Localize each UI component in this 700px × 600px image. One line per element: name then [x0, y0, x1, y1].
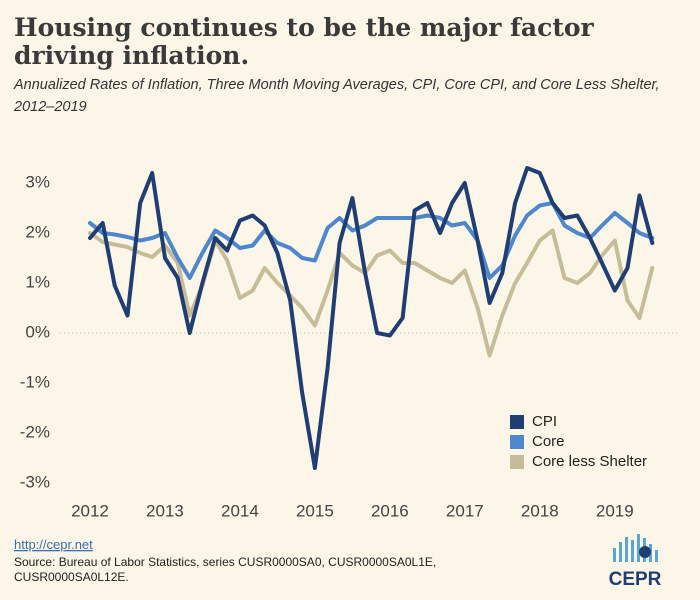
x-tick-label: 2017: [446, 501, 484, 520]
x-tick-label: 2015: [296, 501, 334, 520]
chart-subtitle: Annualized Rates of Inflation, Three Mon…: [13, 77, 664, 115]
y-tick-label: 0%: [25, 322, 50, 341]
y-tick-label: 1%: [25, 272, 50, 291]
legend-label: Core: [532, 433, 565, 450]
y-tick-label: -3%: [20, 472, 50, 491]
x-tick-label: 2014: [221, 501, 259, 520]
series-line: [88, 201, 655, 280]
logo-text: CEPR: [609, 569, 662, 590]
source-link[interactable]: http://cepr.net: [14, 537, 93, 552]
legend-label: Core less Shelter: [532, 453, 647, 470]
x-tick-label: 2018: [521, 501, 559, 520]
x-tick-label: 2013: [146, 501, 184, 520]
legend-swatch: [510, 415, 524, 429]
x-tick-label: 2012: [71, 501, 109, 520]
series-line: [88, 228, 655, 358]
x-tick-label: 2016: [371, 501, 409, 520]
source-text: Source: Bureau of Labor Statistics, seri…: [14, 555, 436, 569]
logo-icon: [613, 534, 658, 562]
y-tick-label: -1%: [20, 372, 50, 391]
y-tick-label: 2%: [25, 222, 50, 241]
source-text: CUSR0000SA0L12E.: [14, 570, 129, 584]
y-tick-label: -2%: [20, 422, 50, 441]
x-tick-label: 2019: [596, 501, 634, 520]
chart-title: Housing continues to be the major factor…: [14, 13, 602, 70]
series-line: [88, 166, 655, 470]
legend-swatch: [510, 455, 524, 469]
legend-swatch: [510, 435, 524, 449]
y-tick-label: 3%: [25, 172, 50, 191]
legend-label: CPI: [532, 413, 557, 430]
